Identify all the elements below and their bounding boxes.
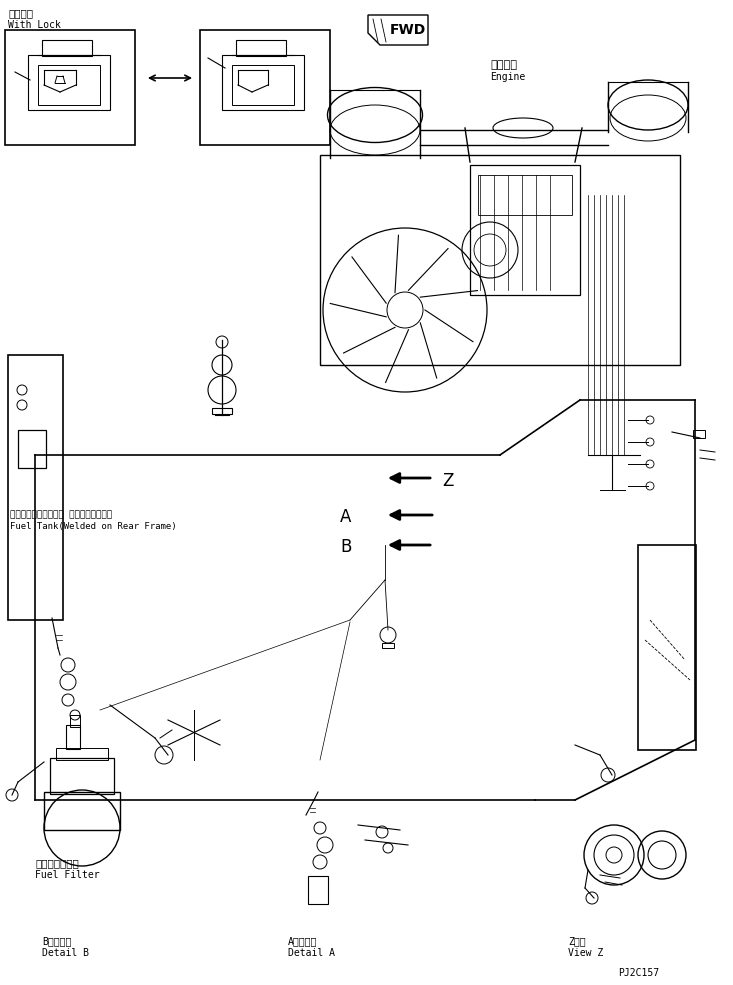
- Text: A: A: [340, 508, 351, 526]
- Bar: [200, 30, 330, 145]
- Bar: [308, 876, 328, 904]
- Text: Engine: Engine: [490, 72, 526, 82]
- Bar: [44, 792, 120, 830]
- Text: B　詳　細: B 詳 細: [42, 936, 71, 946]
- Polygon shape: [368, 15, 428, 45]
- Bar: [470, 165, 580, 295]
- Bar: [222, 55, 304, 110]
- Bar: [320, 155, 680, 365]
- Bar: [56, 748, 108, 760]
- Bar: [5, 30, 135, 145]
- Bar: [638, 545, 696, 750]
- Bar: [38, 65, 100, 105]
- Text: フェルフィルタ: フェルフィルタ: [35, 858, 78, 868]
- Text: Detail B: Detail B: [42, 948, 89, 958]
- Text: With Lock: With Lock: [8, 20, 61, 30]
- Text: FWD: FWD: [390, 23, 427, 37]
- Bar: [382, 643, 394, 648]
- Text: エンジン: エンジン: [490, 60, 517, 70]
- Bar: [18, 430, 46, 468]
- Text: Z　視: Z 視: [568, 936, 586, 946]
- Bar: [70, 715, 80, 727]
- Bar: [42, 40, 92, 56]
- Bar: [8, 355, 63, 620]
- Text: Fuel Filter: Fuel Filter: [35, 870, 100, 880]
- Bar: [478, 175, 572, 215]
- Text: B: B: [340, 538, 351, 556]
- Bar: [693, 430, 705, 438]
- Text: PJ2C157: PJ2C157: [618, 968, 659, 978]
- Text: Z: Z: [442, 472, 454, 490]
- Text: View Z: View Z: [568, 948, 603, 958]
- Text: A　詳　細: A 詳 細: [288, 936, 317, 946]
- Text: フェルタンク（リヤー フレームに溶接）: フェルタンク（リヤー フレームに溶接）: [10, 510, 112, 519]
- Text: Detail A: Detail A: [288, 948, 335, 958]
- Bar: [50, 758, 114, 794]
- Bar: [28, 55, 110, 110]
- Text: Fuel Tank(Welded on Rear Frame): Fuel Tank(Welded on Rear Frame): [10, 522, 177, 531]
- Text: ロック付: ロック付: [8, 8, 33, 18]
- Bar: [232, 65, 294, 105]
- Bar: [66, 725, 80, 749]
- Bar: [236, 40, 286, 56]
- Bar: [212, 408, 232, 414]
